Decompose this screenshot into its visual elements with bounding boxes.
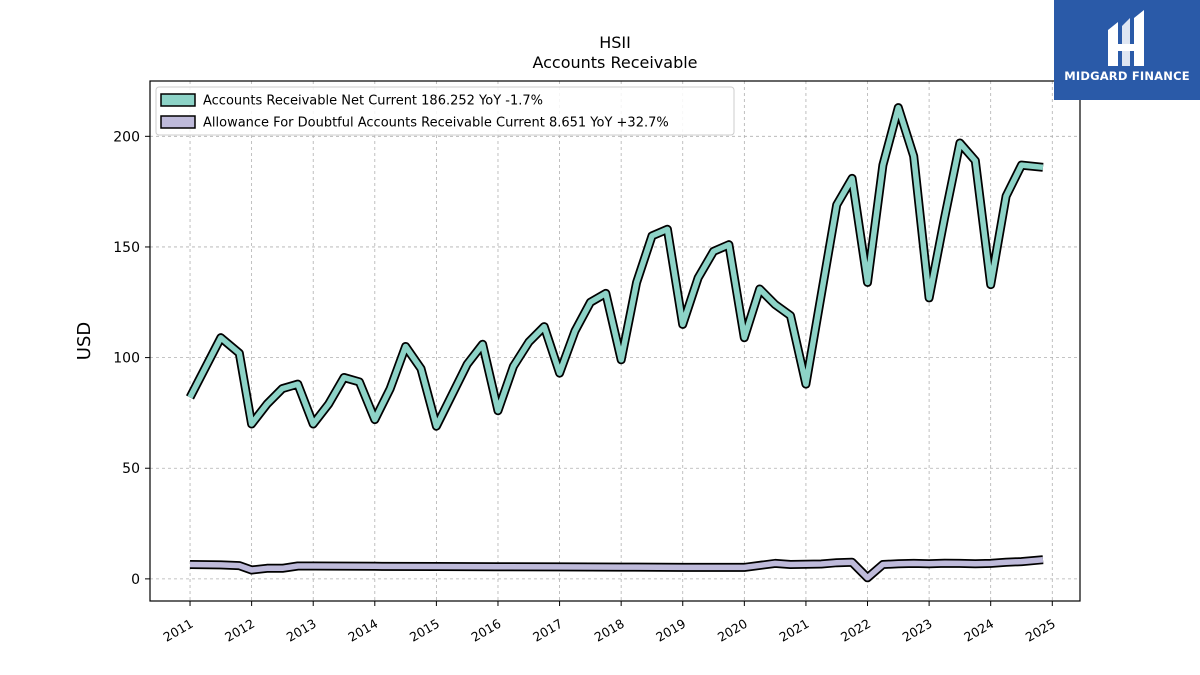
- series-lines: [186, 103, 1044, 583]
- x-tick-label: 2011: [161, 616, 196, 645]
- legend: Accounts Receivable Net Current 186.252 …: [155, 86, 735, 136]
- x-tick-label: 2024: [961, 616, 996, 645]
- x-tick-label: 2018: [592, 616, 627, 645]
- y-tick-label: 100: [113, 351, 140, 367]
- x-tick-label: 2020: [715, 616, 750, 645]
- x-tick-label: 2015: [407, 616, 442, 645]
- legend-label-1: Accounts Receivable Net Current 186.252 …: [203, 94, 543, 109]
- y-tick-label: 50: [122, 461, 140, 477]
- y-tick-label: 200: [113, 129, 140, 145]
- y-tick-label: 150: [113, 240, 140, 256]
- x-tick-label: 2021: [776, 616, 811, 645]
- logo-mark-icon: [1108, 10, 1144, 66]
- legend-label-2: Allowance For Doubtful Accounts Receivab…: [203, 116, 669, 131]
- legend-swatch-1: [160, 93, 196, 107]
- brand-logo: MIDGARD FINANCE: [1054, 0, 1200, 100]
- x-tick-label: 2013: [284, 616, 319, 645]
- x-tick-label: 2019: [653, 616, 688, 645]
- x-tick-label: 2023: [900, 616, 935, 645]
- plot-frame: [149, 80, 1081, 602]
- chart-subtitle: Accounts Receivable: [532, 53, 697, 72]
- chart-title: HSII: [599, 33, 631, 52]
- brand-name: MIDGARD FINANCE: [1064, 69, 1190, 83]
- x-tick-label: 2017: [530, 616, 565, 645]
- series-1-line: [187, 104, 1044, 429]
- legend-swatch-2: [160, 115, 196, 129]
- x-tick-label: 2022: [838, 616, 873, 645]
- y-axis-label: USD: [74, 322, 95, 360]
- y-tick-label: 0: [131, 572, 140, 588]
- x-tick-label: 2012: [222, 616, 257, 645]
- x-tick-label: 2016: [469, 616, 504, 645]
- x-tick-label: 2014: [345, 616, 380, 645]
- legend-box: [155, 86, 735, 136]
- series-2-line: [189, 556, 1044, 581]
- x-tick-label: 2025: [1023, 616, 1058, 645]
